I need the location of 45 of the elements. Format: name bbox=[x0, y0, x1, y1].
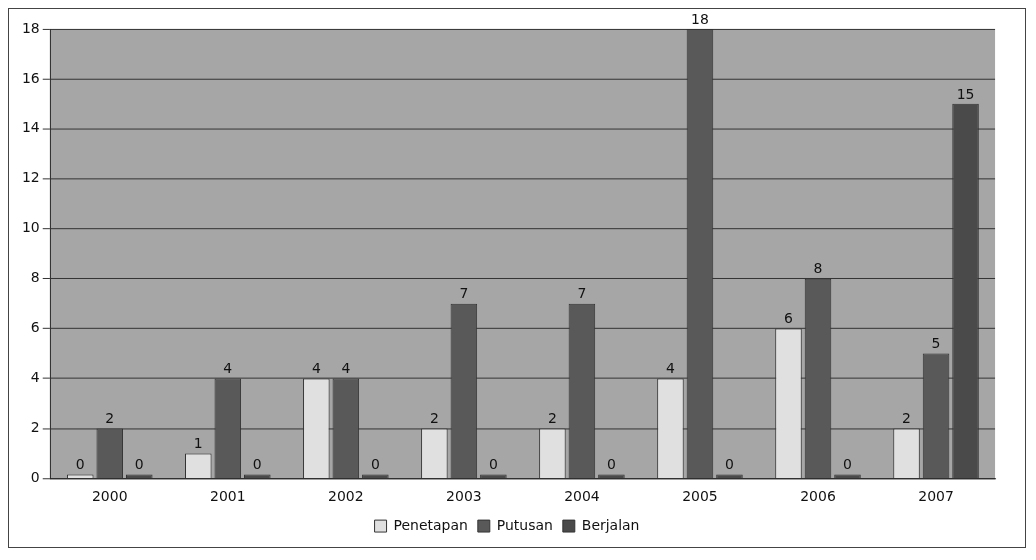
data-label: 0 bbox=[134, 456, 144, 473]
x-tick-label: 2000 bbox=[91, 488, 128, 505]
data-label: 2 bbox=[105, 410, 115, 427]
data-label: 4 bbox=[311, 360, 321, 377]
data-label: 4 bbox=[223, 360, 233, 377]
legend-label: Penetapan bbox=[393, 516, 468, 533]
data-label: 0 bbox=[488, 456, 498, 473]
data-label: 4 bbox=[666, 360, 676, 377]
legend-label: Berjalan bbox=[581, 516, 640, 533]
data-label: 1 bbox=[193, 435, 203, 452]
data-label: 7 bbox=[577, 285, 587, 302]
data-label: 2 bbox=[429, 410, 439, 427]
data-label: 0 bbox=[843, 456, 852, 473]
x-tick-label: 2005 bbox=[682, 488, 718, 505]
data-label: 5 bbox=[931, 335, 941, 352]
data-label: 6 bbox=[784, 310, 793, 327]
data-label: 4 bbox=[341, 360, 351, 377]
data-label: 0 bbox=[606, 456, 616, 473]
y-tick-label: 14 bbox=[21, 119, 40, 136]
legend-label: Putusan bbox=[496, 516, 553, 533]
data-label: 7 bbox=[459, 285, 469, 302]
x-tick-label: 2004 bbox=[564, 488, 600, 505]
y-tick-label: 8 bbox=[30, 269, 40, 286]
y-tick-label: 0 bbox=[30, 469, 40, 486]
x-tick-label: 2002 bbox=[328, 488, 364, 505]
x-tick-label: 2001 bbox=[210, 488, 246, 505]
data-label: 2 bbox=[902, 410, 911, 427]
data-label: 0 bbox=[725, 456, 734, 473]
y-tick-label: 16 bbox=[21, 69, 40, 86]
y-tick-label: 12 bbox=[21, 169, 40, 186]
y-tick-label: 2 bbox=[30, 419, 40, 436]
y-tick-label: 4 bbox=[30, 369, 40, 386]
x-tick-label: 2007 bbox=[918, 488, 954, 505]
x-tick-label: 2006 bbox=[800, 488, 836, 505]
data-label: 0 bbox=[252, 456, 262, 473]
y-tick-label: 6 bbox=[30, 319, 40, 336]
data-label: 15 bbox=[956, 85, 975, 102]
data-label: 2 bbox=[547, 410, 557, 427]
y-tick-label: 10 bbox=[21, 219, 40, 236]
x-tick-label: 2003 bbox=[446, 488, 482, 505]
data-label: 18 bbox=[691, 10, 709, 27]
data-label: 0 bbox=[75, 456, 85, 473]
data-label: 8 bbox=[813, 260, 823, 277]
data-label: 0 bbox=[370, 456, 380, 473]
y-tick-label: 18 bbox=[21, 19, 40, 36]
